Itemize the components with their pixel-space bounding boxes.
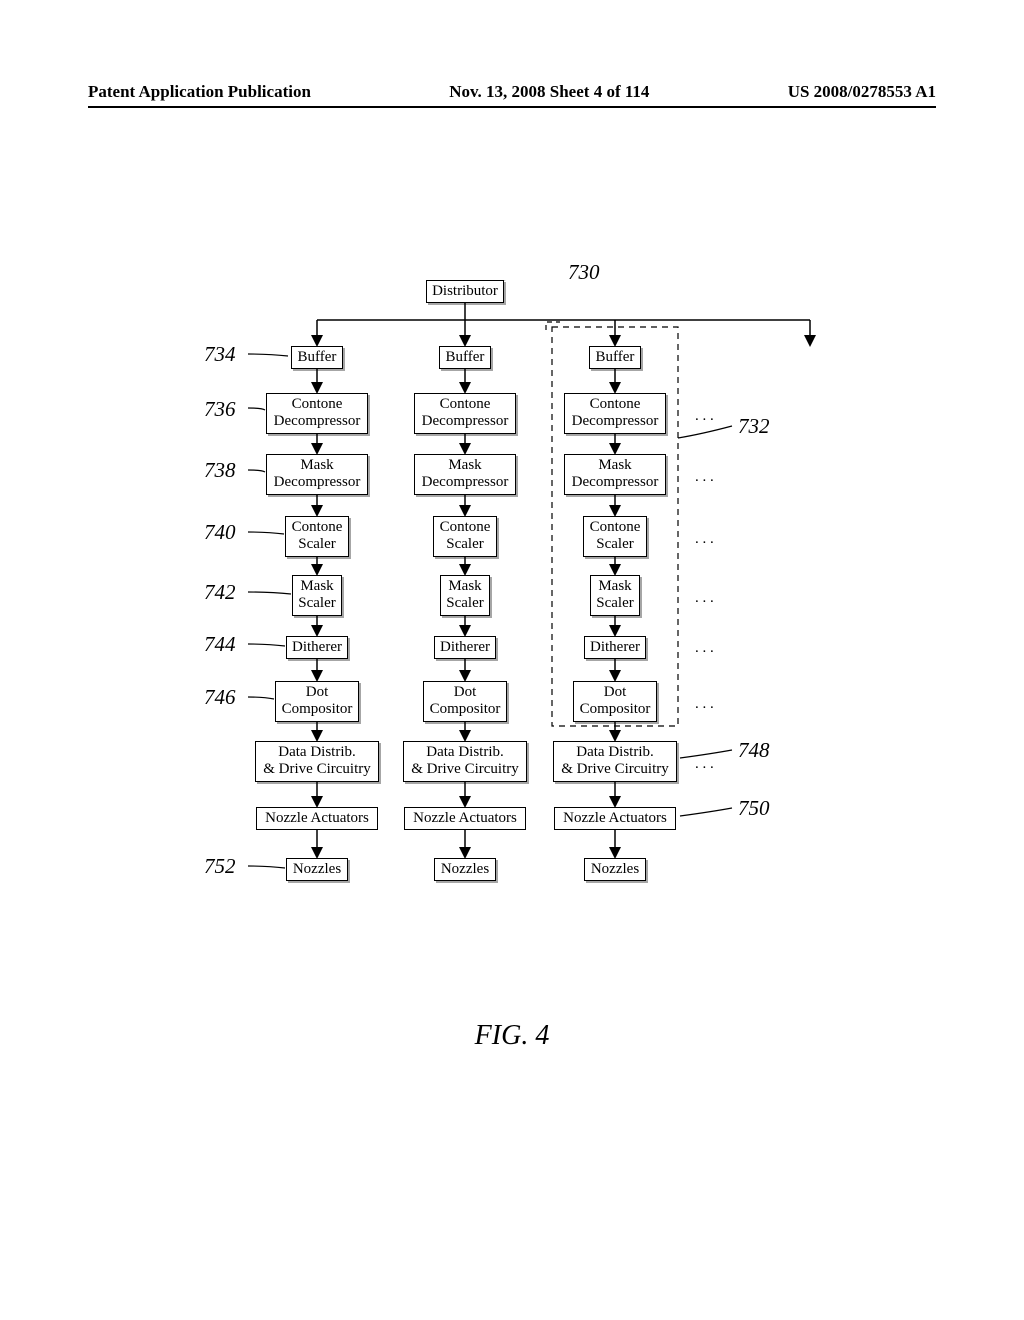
nozzle-act-box: Nozzle Actuators — [554, 807, 676, 830]
ref-750: 750 — [738, 796, 770, 821]
box-label: Nozzle Actuators — [413, 810, 517, 826]
box-label: Data Distrib. & Drive Circuitry — [411, 744, 518, 777]
box-label: Contone Scaler — [590, 519, 641, 552]
mask-decomp-box: Mask Decompressor — [266, 454, 368, 495]
contone-scaler-box: Contone Scaler — [285, 516, 349, 557]
ellipsis: . . . — [695, 696, 714, 713]
nozzles-box: Nozzles — [584, 858, 646, 881]
mask-scaler-box: Mask Scaler — [590, 575, 640, 616]
box-label: Mask Scaler — [298, 578, 335, 611]
contone-scaler-box: Contone Scaler — [433, 516, 497, 557]
box-label: Buffer — [446, 349, 485, 365]
data-distrib-box: Data Distrib. & Drive Circuitry — [553, 741, 677, 782]
ref-740: 740 — [204, 520, 236, 545]
box-label: Mask Scaler — [446, 578, 483, 611]
ref-752: 752 — [204, 854, 236, 879]
box-label: Nozzle Actuators — [563, 810, 667, 826]
ellipsis: . . . — [695, 756, 714, 773]
ellipsis: . . . — [695, 469, 714, 486]
page-header: Patent Application Publication Nov. 13, … — [0, 82, 1024, 102]
box-label: Contone Scaler — [292, 519, 343, 552]
dot-comp-box: Dot Compositor — [275, 681, 359, 722]
ref-736: 736 — [204, 397, 236, 422]
box-label: Nozzle Actuators — [265, 810, 369, 826]
ref-738: 738 — [204, 458, 236, 483]
dot-comp-box: Dot Compositor — [423, 681, 507, 722]
box-label: Ditherer — [440, 639, 490, 655]
header-left: Patent Application Publication — [88, 82, 311, 102]
mask-decomp-box: Mask Decompressor — [414, 454, 516, 495]
distributor-box: Distributor — [426, 280, 504, 303]
contone-decomp-box: Contone Decompressor — [564, 393, 666, 434]
ref-742: 742 — [204, 580, 236, 605]
box-label: Mask Decompressor — [572, 457, 659, 490]
box-label: Contone Decompressor — [422, 396, 509, 429]
box-label: Ditherer — [292, 639, 342, 655]
box-label: Contone Decompressor — [572, 396, 659, 429]
box-label: Dot Compositor — [282, 684, 353, 717]
box-label: Data Distrib. & Drive Circuitry — [561, 744, 668, 777]
ellipsis: . . . — [695, 408, 714, 425]
mask-scaler-box: Mask Scaler — [292, 575, 342, 616]
ellipsis: . . . — [695, 640, 714, 657]
ref-748: 748 — [738, 738, 770, 763]
box-label: Nozzles — [441, 861, 489, 877]
ref-730: 730 — [568, 260, 600, 285]
nozzles-box: Nozzles — [286, 858, 348, 881]
nozzle-act-box: Nozzle Actuators — [404, 807, 526, 830]
ditherer-box: Ditherer — [434, 636, 496, 659]
distributor-label: Distributor — [432, 283, 498, 299]
contone-scaler-box: Contone Scaler — [583, 516, 647, 557]
data-distrib-box: Data Distrib. & Drive Circuitry — [403, 741, 527, 782]
box-label: Buffer — [298, 349, 337, 365]
buffer-box: Buffer — [439, 346, 491, 369]
figure-caption: FIG. 4 — [0, 1020, 1024, 1052]
mask-scaler-box: Mask Scaler — [440, 575, 490, 616]
box-label: Contone Scaler — [440, 519, 491, 552]
dot-comp-box: Dot Compositor — [573, 681, 657, 722]
ref-744: 744 — [204, 632, 236, 657]
buffer-box: Buffer — [589, 346, 641, 369]
header-right: US 2008/0278553 A1 — [788, 82, 936, 102]
box-label: Data Distrib. & Drive Circuitry — [263, 744, 370, 777]
header-center: Nov. 13, 2008 Sheet 4 of 114 — [449, 82, 649, 102]
box-label: Dot Compositor — [580, 684, 651, 717]
nozzles-box: Nozzles — [434, 858, 496, 881]
box-label: Ditherer — [590, 639, 640, 655]
ref-746: 746 — [204, 685, 236, 710]
box-label: Contone Decompressor — [274, 396, 361, 429]
contone-decomp-box: Contone Decompressor — [414, 393, 516, 434]
ellipsis: . . . — [695, 531, 714, 548]
box-label: Nozzles — [591, 861, 639, 877]
ellipsis: . . . — [695, 590, 714, 607]
box-label: Mask Decompressor — [422, 457, 509, 490]
ref-734: 734 — [204, 342, 236, 367]
contone-decomp-box: Contone Decompressor — [266, 393, 368, 434]
buffer-box: Buffer — [291, 346, 343, 369]
mask-decomp-box: Mask Decompressor — [564, 454, 666, 495]
box-label: Mask Scaler — [596, 578, 633, 611]
ref-732: 732 — [738, 414, 770, 439]
box-label: Buffer — [596, 349, 635, 365]
box-label: Nozzles — [293, 861, 341, 877]
box-label: Mask Decompressor — [274, 457, 361, 490]
nozzle-act-box: Nozzle Actuators — [256, 807, 378, 830]
header-divider — [88, 106, 936, 108]
ditherer-box: Ditherer — [584, 636, 646, 659]
box-label: Dot Compositor — [430, 684, 501, 717]
ditherer-box: Ditherer — [286, 636, 348, 659]
data-distrib-box: Data Distrib. & Drive Circuitry — [255, 741, 379, 782]
